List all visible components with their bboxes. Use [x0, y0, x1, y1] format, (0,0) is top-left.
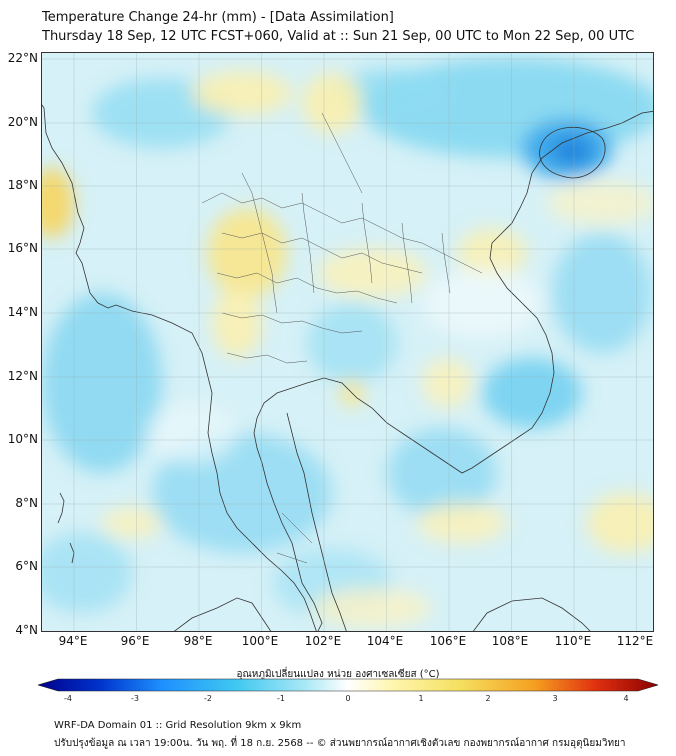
lon-label-98: 98°E — [183, 634, 213, 648]
footer-model-info: WRF-DA Domain 01 :: Grid Resolution 9km … — [54, 720, 302, 731]
lon-label-112: 112°E — [616, 634, 654, 648]
colorbar-title: อุณหภูมิเปลี่ยนแปลง หน่วย องศาเซลเซียส (… — [236, 669, 440, 680]
coastlines — [42, 104, 653, 631]
province-borders — [201, 112, 483, 564]
cbar-tick-m4: -4 — [64, 694, 72, 703]
lon-label-100: 100°E — [241, 634, 279, 648]
lon-label-94: 94°E — [58, 634, 88, 648]
lat-label-10: 10°N — [7, 432, 38, 446]
chart-title: Temperature Change 24-hr (mm) - [Data As… — [42, 10, 394, 25]
chart-subtitle: Thursday 18 Sep, 12 UTC FCST+060, Valid … — [42, 29, 635, 44]
lon-label-96: 96°E — [120, 634, 150, 648]
cbar-tick-m3: -3 — [131, 694, 139, 703]
lon-label-104: 104°E — [366, 634, 404, 648]
temperature-map — [42, 53, 653, 631]
lat-label-4: 4°N — [15, 623, 38, 637]
cbar-tick-3: 3 — [552, 694, 558, 703]
map-panel — [41, 52, 654, 632]
lon-label-110: 110°E — [554, 634, 592, 648]
graticule — [42, 53, 653, 631]
cbar-tick-4: 4 — [623, 694, 629, 703]
lon-label-106: 106°E — [429, 634, 467, 648]
cbar-tick-m2: -2 — [204, 694, 212, 703]
cbar-tick-m1: -1 — [277, 694, 285, 703]
colorbar-body — [38, 678, 658, 692]
lat-label-14: 14°N — [7, 305, 38, 319]
lat-label-12: 12°N — [7, 369, 38, 383]
lat-label-20: 20°N — [7, 115, 38, 129]
lat-label-18: 18°N — [7, 178, 38, 192]
anomaly-field — [42, 58, 653, 628]
lon-label-102: 102°E — [304, 634, 342, 648]
cbar-tick-1: 1 — [418, 694, 424, 703]
lat-label-22: 22°N — [7, 51, 38, 65]
colorbar — [38, 678, 658, 692]
footer-credit: ปรับปรุงข้อมูล ณ เวลา 19:00น. วัน พฤ. ที… — [54, 738, 626, 749]
lat-label-16: 16°N — [7, 241, 38, 255]
lat-label-8: 8°N — [15, 496, 38, 510]
cbar-tick-0: 0 — [345, 694, 351, 703]
cbar-tick-2: 2 — [485, 694, 491, 703]
lon-label-108: 108°E — [491, 634, 529, 648]
lat-label-6: 6°N — [15, 559, 38, 573]
